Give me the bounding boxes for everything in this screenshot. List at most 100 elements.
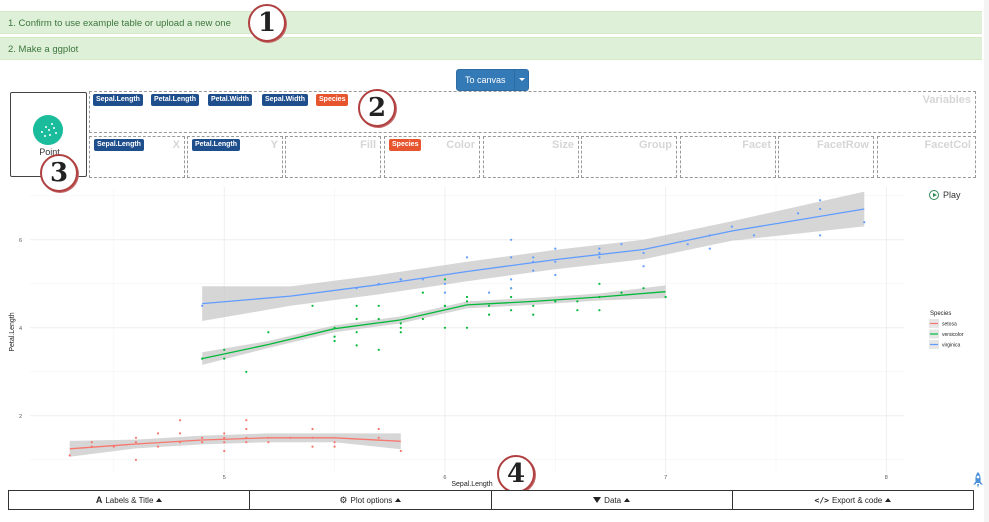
data-point-setosa <box>156 432 160 435</box>
data-point-virginica <box>443 291 447 294</box>
variable-chip-petal-width[interactable]: Petal.Width <box>208 94 253 106</box>
data-point-versicolor <box>223 348 226 351</box>
aes-facetcol-dropzone[interactable]: FacetCol <box>877 136 976 178</box>
chart-confidence-bands <box>69 191 865 457</box>
data-point-virginica <box>863 221 866 224</box>
variable-chip-petal-length[interactable]: Petal.Length <box>151 94 200 106</box>
export-code-label: Export & code <box>831 495 883 505</box>
to-canvas-dropdown-icon[interactable] <box>513 70 528 90</box>
aes-size-label: Size <box>551 139 574 151</box>
variable-chip-sepal-length[interactable]: Sepal.Length <box>93 94 143 106</box>
code-icon: </> <box>814 495 829 505</box>
data-point-virginica <box>819 234 822 237</box>
data-point-setosa <box>68 454 71 457</box>
plot-options-tab[interactable]: ⚙ Plot options <box>249 490 492 510</box>
ggplot-chart: 5 6 7 8 2 4 6 Sepal.Length Petal.Length Specie… <box>9 187 964 488</box>
data-point-virginica <box>399 278 402 281</box>
variable-chip-species[interactable]: Species <box>316 94 349 106</box>
aes-x-chip[interactable]: Sepal.Length <box>94 139 144 151</box>
data-point-virginica <box>642 265 645 268</box>
to-canvas-label: To canvas <box>465 75 506 85</box>
confidence-band-virginica <box>202 191 865 321</box>
x-tick-label: 8 <box>885 475 888 481</box>
data-point-virginica <box>421 278 424 281</box>
variables-label: Variables <box>922 94 971 106</box>
data-point-versicolor <box>267 331 270 334</box>
data-point-versicolor <box>377 317 380 321</box>
caret-up-icon <box>156 498 163 502</box>
x-tick-label: 6 <box>443 475 446 481</box>
chart-smooth-lines <box>69 208 865 450</box>
aes-size-dropzone[interactable]: Size <box>483 136 579 178</box>
data-tab[interactable]: Data <box>490 490 733 510</box>
legend-title: Species <box>930 311 951 317</box>
data-point-setosa <box>399 449 402 453</box>
data-point-virginica <box>642 251 645 255</box>
data-point-versicolor <box>421 317 424 321</box>
aes-facetrow-label: FacetRow <box>817 139 869 151</box>
data-point-setosa <box>90 441 93 444</box>
chart-x-label: Sepal.Length <box>451 481 492 488</box>
export-code-tab[interactable]: </> Export & code <box>731 490 974 510</box>
rocket-icon[interactable] <box>971 471 985 489</box>
caret-up-icon <box>885 498 892 502</box>
confidence-band-setosa <box>69 433 401 457</box>
data-point-virginica <box>532 256 535 259</box>
data-point-setosa <box>245 419 248 422</box>
step-2-header[interactable]: 2. Make a ggplot <box>0 37 982 60</box>
play-button[interactable]: Play <box>929 190 961 200</box>
step-1-header[interactable]: 1. Confirm to use example table or uploa… <box>0 11 982 34</box>
data-point-versicolor <box>465 326 469 329</box>
aes-color-dropzone[interactable]: Color Species <box>384 136 480 178</box>
data-point-versicolor <box>465 295 469 299</box>
aes-facet-dropzone[interactable]: Facet <box>680 136 776 178</box>
data-point-setosa <box>223 449 226 453</box>
data-point-virginica <box>796 212 800 215</box>
aes-color-label: Color <box>446 139 475 151</box>
variables-dropzone[interactable]: Variables Sepal.Length Petal.Length Peta… <box>89 91 976 133</box>
y-tick-label: 6 <box>19 238 22 244</box>
chart-grid <box>30 187 904 473</box>
aes-y-dropzone[interactable]: Y Petal.Length <box>187 136 283 178</box>
aes-x-dropzone[interactable]: X Sepal.Length <box>89 136 185 178</box>
data-point-versicolor <box>245 370 248 373</box>
data-point-versicolor <box>443 326 447 329</box>
data-point-versicolor <box>333 339 336 343</box>
data-point-virginica <box>532 269 535 272</box>
data-point-virginica <box>686 243 689 246</box>
data-point-versicolor <box>399 322 402 325</box>
data-point-virginica <box>465 256 469 259</box>
variable-chip-sepal-width[interactable]: Sepal.Width <box>262 94 308 106</box>
data-point-virginica <box>554 260 557 263</box>
data-point-versicolor <box>443 278 447 281</box>
aes-y-chip[interactable]: Petal.Length <box>192 139 241 151</box>
data-point-versicolor <box>355 344 358 347</box>
labels-title-tab[interactable]: A Labels & Title <box>8 490 251 510</box>
data-point-virginica <box>510 278 513 281</box>
data-point-virginica <box>510 238 513 241</box>
play-label: Play <box>943 190 961 200</box>
scatter-icon <box>33 115 63 145</box>
chart-y-label: Petal.Length <box>9 312 16 351</box>
labels-title-label: Labels & Title <box>105 495 154 505</box>
smooth-line-virginica <box>202 208 865 305</box>
aes-fill-dropzone[interactable]: Fill <box>285 136 381 178</box>
annotation-marker-1: 1 <box>248 4 286 42</box>
data-point-versicolor <box>399 326 402 329</box>
data-point-setosa <box>245 427 248 431</box>
data-point-virginica <box>201 304 204 307</box>
data-point-setosa <box>223 436 226 439</box>
aes-group-dropzone[interactable]: Group <box>581 136 677 178</box>
data-point-versicolor <box>421 291 424 294</box>
data-point-versicolor <box>399 331 402 334</box>
geom-label: Point <box>39 147 60 157</box>
aes-facetrow-dropzone[interactable]: FacetRow <box>778 136 874 178</box>
legend-label-setosa: setosa <box>942 322 957 328</box>
data-point-versicolor <box>576 300 579 303</box>
annotation-marker-3: 3 <box>40 154 78 192</box>
to-canvas-button[interactable]: To canvas <box>456 69 529 91</box>
aes-x-label: X <box>172 139 180 151</box>
data-point-virginica <box>598 247 601 250</box>
aes-facet-label: Facet <box>742 139 771 151</box>
aes-color-chip[interactable]: Species <box>389 139 422 151</box>
